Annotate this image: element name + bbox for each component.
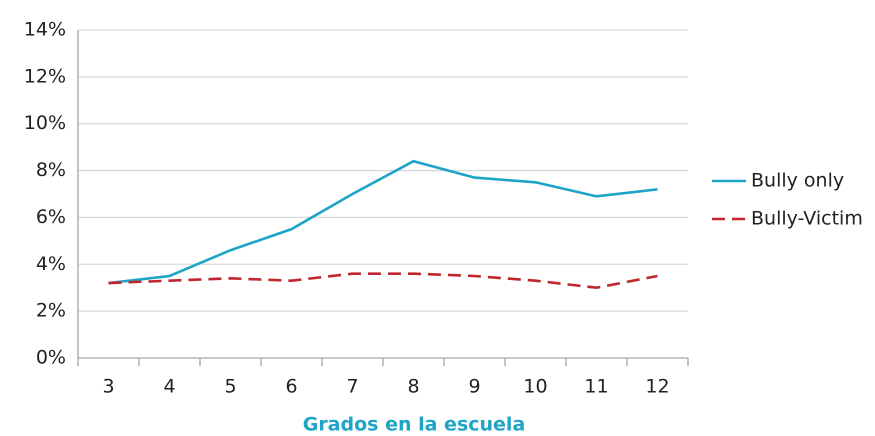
- x-tick-label: 5: [224, 376, 236, 398]
- y-tick-label: 0%: [36, 347, 66, 369]
- y-tick-label: 4%: [36, 253, 66, 275]
- x-tick-label: 7: [346, 376, 358, 398]
- x-tick-label: 4: [163, 376, 175, 398]
- x-tick-label: 9: [468, 376, 480, 398]
- x-tick-label: 8: [407, 376, 419, 398]
- y-tick-label: 2%: [36, 300, 66, 322]
- x-tick-label: 3: [102, 376, 114, 398]
- x-axis-label: Grados en la escuela: [303, 414, 526, 436]
- y-tick-label: 8%: [36, 159, 66, 181]
- series-line: [108, 159, 658, 285]
- y-tick-label: 12%: [24, 65, 66, 87]
- y-tick-label: 6%: [36, 206, 66, 228]
- x-tick-label: 10: [523, 376, 547, 398]
- y-tick-label: 10%: [24, 112, 66, 134]
- legend-label: Bully only: [751, 170, 844, 192]
- x-tick-label: 6: [285, 376, 297, 398]
- y-tick-label: 14%: [24, 19, 66, 41]
- series-line: [108, 272, 658, 290]
- legend-label: Bully-Victim: [751, 208, 863, 230]
- x-tick-label: 11: [584, 376, 608, 398]
- x-tick-label: 12: [645, 376, 669, 398]
